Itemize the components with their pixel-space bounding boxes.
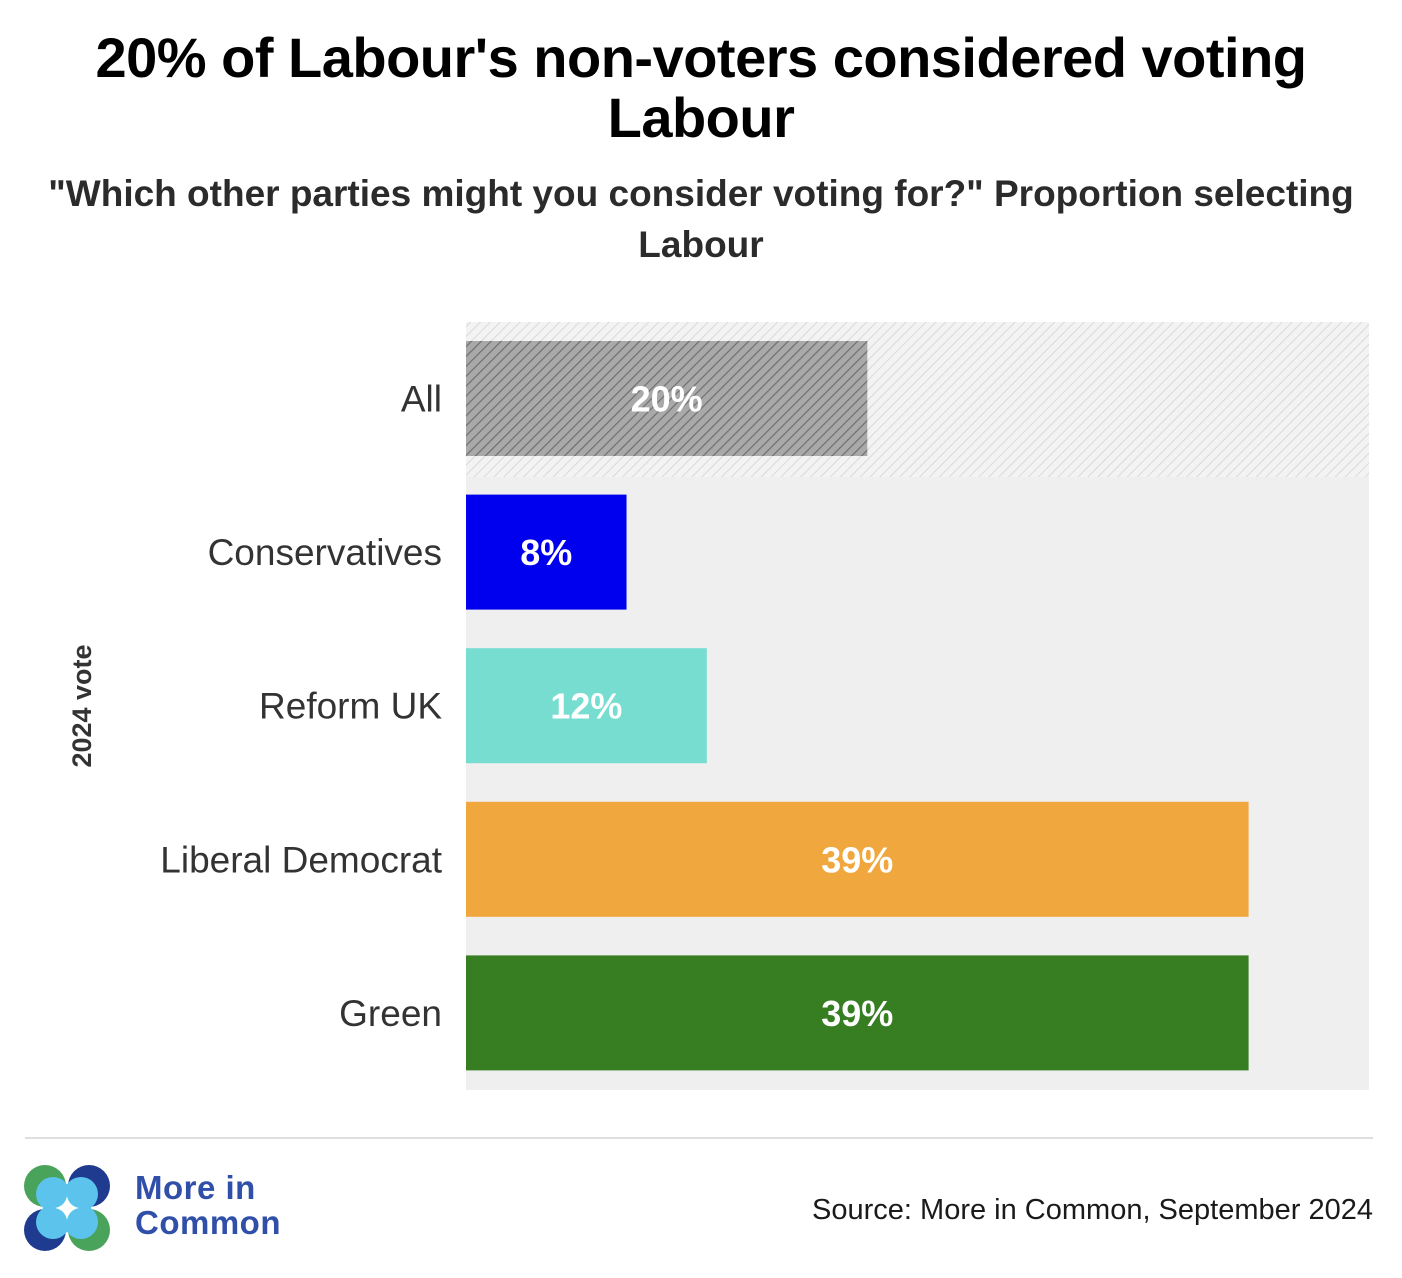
bar-green xyxy=(466,955,1249,1071)
brand-wordmark: More in Common xyxy=(135,1170,281,1240)
source-note: Source: More in Common, September 2024 xyxy=(812,1194,1373,1226)
brand-line-1: More in xyxy=(135,1169,256,1206)
more-in-common-logo-icon xyxy=(24,1165,110,1251)
y-axis-label: 2024 vote xyxy=(67,644,97,767)
category-label-conservatives: Conservatives xyxy=(208,532,442,573)
category-label-green: Green xyxy=(339,993,442,1034)
bar-conservatives xyxy=(466,494,627,610)
category-label-all: All xyxy=(401,379,442,420)
bar-chart: All 20% Conservatives 8% Reform UK 12% Liberal… xyxy=(67,322,1369,1090)
category-label-liberal-democrat: Liberal Democrat xyxy=(160,839,442,880)
category-label-reform-uk: Reform UK xyxy=(259,686,442,727)
bar-reform-uk xyxy=(466,648,707,764)
bar-all xyxy=(466,341,868,456)
data-label-green: 39% xyxy=(821,993,893,1034)
data-label-all: 20% xyxy=(631,379,703,420)
chart-subtitle: "Which other parties might you consider … xyxy=(48,173,1354,265)
brand-line-2: Common xyxy=(135,1204,281,1241)
footer-divider xyxy=(25,1137,1373,1139)
data-label-liberal-democrat: 39% xyxy=(821,839,893,880)
data-label-conservatives: 8% xyxy=(520,532,572,573)
bar-liberal-democrat xyxy=(466,801,1249,917)
data-label-reform-uk: 12% xyxy=(550,686,622,727)
chart-title: 20% of Labour's non-voters considered vo… xyxy=(95,26,1307,149)
